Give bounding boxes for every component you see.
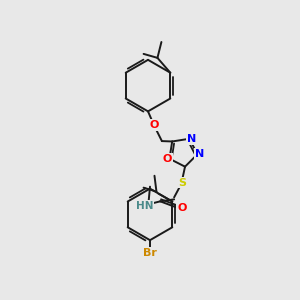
Text: N: N bbox=[187, 134, 196, 144]
Text: O: O bbox=[177, 203, 187, 213]
Text: S: S bbox=[178, 178, 186, 188]
Text: N: N bbox=[195, 149, 204, 159]
Text: Br: Br bbox=[143, 248, 157, 258]
Text: O: O bbox=[149, 120, 159, 130]
Text: O: O bbox=[163, 154, 172, 164]
Text: HN: HN bbox=[136, 201, 153, 211]
